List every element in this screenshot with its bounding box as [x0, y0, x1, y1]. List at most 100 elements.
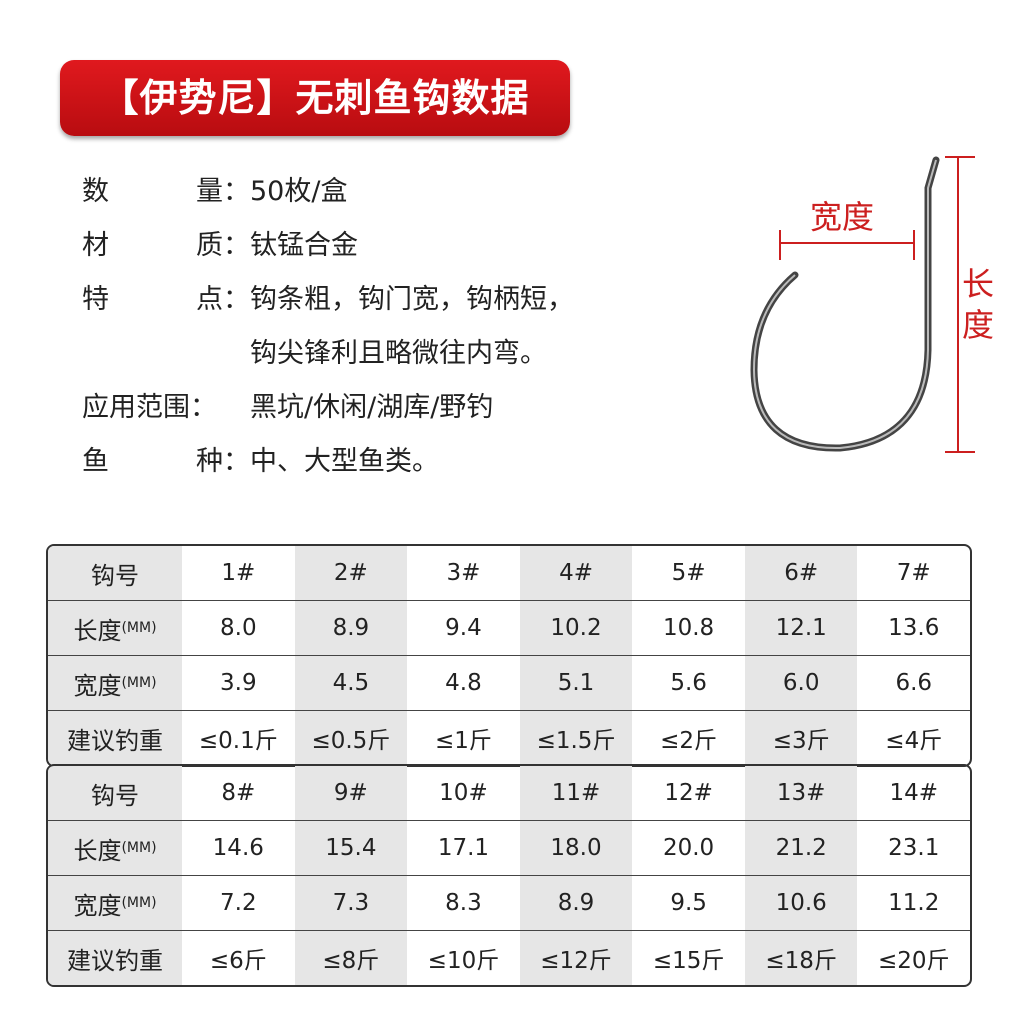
table-cell: 11.2 — [888, 890, 940, 916]
table-cell: 9# — [294, 766, 408, 820]
spec-label-part: 质： — [196, 230, 250, 261]
table-cell: ≤1斤 — [434, 728, 492, 754]
table-cell: 15.4 — [294, 821, 408, 875]
spec-label-part: 材 — [82, 230, 109, 261]
spec-label: 特 点： — [82, 273, 250, 327]
spec-row: 鱼 种： 中、大型鱼类。 — [82, 435, 574, 489]
spec-label: 鱼 种： — [82, 435, 250, 489]
spec-row-continuation: 钩尖锋利且略微往内弯。 — [82, 327, 574, 381]
table-cell: 1# — [221, 560, 256, 586]
table-cell: ≤8斤 — [294, 931, 408, 985]
row-label: 宽度 (MM) — [48, 876, 182, 930]
table-cell: 7.2 — [220, 890, 257, 916]
table-cell: ≤18斤 — [744, 931, 858, 985]
spec-label: 应用范围： — [82, 381, 250, 435]
table-cell: 4# — [519, 546, 633, 600]
spec-label-part: 鱼 — [82, 446, 109, 477]
table-cell: ≤10斤 — [427, 948, 500, 974]
table-row-weight: 建议钓重 ≤6斤 ≤8斤 ≤10斤 ≤12斤 ≤15斤 ≤18斤 ≤20斤 — [48, 930, 970, 985]
spec-value: 钛锰合金 — [250, 230, 358, 261]
table-cell: 4.8 — [445, 670, 482, 696]
table-cell: 3.9 — [220, 670, 257, 696]
row-label: 长度 (MM) — [48, 821, 182, 875]
table-cell: 12# — [664, 780, 713, 806]
row-label: 钩号 — [48, 766, 182, 820]
spec-label: 材 质： — [82, 219, 250, 273]
table-cell: 10.2 — [519, 601, 633, 655]
table-cell: 21.2 — [744, 821, 858, 875]
table-cell: 8.9 — [519, 876, 633, 930]
table-cell: 9.4 — [445, 615, 482, 641]
table-cell: ≤1.5斤 — [519, 711, 633, 765]
row-label: 钩号 — [48, 546, 182, 600]
spec-value: 中、大型鱼类。 — [250, 446, 439, 477]
table-cell: 9.5 — [670, 890, 707, 916]
table-cell: 5.1 — [519, 656, 633, 710]
spec-value: 钩条粗，钩门宽，钩柄短， — [250, 284, 574, 315]
table-cell: 10# — [439, 780, 488, 806]
table-row-width: 宽度 (MM) 3.9 4.5 4.8 5.1 5.6 6.0 6.6 — [48, 655, 970, 710]
table-row-length: 长度 (MM) 14.6 15.4 17.1 18.0 20.0 21.2 23.1 — [48, 820, 970, 875]
spec-label-part: 特 — [82, 284, 109, 315]
table-cell: 13.6 — [888, 615, 940, 641]
table-cell: ≤0.5斤 — [294, 711, 408, 765]
spec-label: 数 量： — [82, 165, 250, 219]
table-cell: ≤3斤 — [744, 711, 858, 765]
table-cell: 8.3 — [445, 890, 482, 916]
spec-label-part: 量： — [196, 176, 250, 207]
spec-row: 应用范围： 黑坑/休闲/湖库/野钓 — [82, 381, 574, 435]
spec-value: 50枚/盒 — [250, 176, 348, 207]
table-row-weight: 建议钓重 ≤0.1斤 ≤0.5斤 ≤1斤 ≤1.5斤 ≤2斤 ≤3斤 ≤4斤 — [48, 710, 970, 765]
row-label: 建议钓重 — [48, 931, 182, 985]
spec-row: 特 点： 钩条粗，钩门宽，钩柄短， — [82, 273, 574, 327]
table-cell: 20.0 — [662, 835, 715, 861]
table-cell: ≤6斤 — [209, 948, 267, 974]
row-label: 宽度 (MM) — [48, 656, 182, 710]
table-cell: 3# — [446, 560, 481, 586]
width-label: 宽度 — [810, 198, 874, 236]
table-row-length: 长度 (MM) 8.0 8.9 9.4 10.2 10.8 12.1 13.6 — [48, 600, 970, 655]
table-cell: ≤4斤 — [885, 728, 943, 754]
table-cell: 5.6 — [670, 670, 707, 696]
table-row-hook: 钩号 8# 9# 10# 11# 12# 13# 14# — [48, 766, 970, 820]
spec-label-part: 种： — [196, 446, 250, 477]
table-cell: 7.3 — [294, 876, 408, 930]
spec-row: 数 量： 50枚/盒 — [82, 165, 574, 219]
table-cell: 7# — [896, 560, 931, 586]
spec-value: 黑坑/休闲/湖库/野钓 — [250, 392, 494, 423]
page-title: 【伊势尼】无刺鱼钩数据 — [60, 60, 570, 136]
table-cell: 23.1 — [888, 835, 940, 861]
table-cell: 17.1 — [437, 835, 490, 861]
table-cell: 6.6 — [895, 670, 933, 696]
table-cell: ≤2斤 — [660, 728, 718, 754]
length-label: 长度 — [962, 265, 994, 344]
table-cell: 12.1 — [744, 601, 858, 655]
table-cell: ≤15斤 — [652, 948, 725, 974]
table-cell: 8.0 — [220, 615, 257, 641]
table-row-width: 宽度 (MM) 7.2 7.3 8.3 8.9 9.5 10.6 11.2 — [48, 875, 970, 930]
table-cell: 18.0 — [519, 821, 633, 875]
spec-table: 钩号 1# 2# 3# 4# 5# 6# 7# 长度 (MM) 8.0 8.9 9.4 10.2 10.8 1… — [46, 544, 972, 767]
table-cell: 8# — [221, 780, 256, 806]
row-label: 长度 (MM) — [48, 601, 182, 655]
table-cell: 6.0 — [744, 656, 858, 710]
table-cell: ≤0.1斤 — [198, 728, 278, 754]
spec-label-part: 点： — [196, 284, 250, 315]
table-cell: 13# — [744, 766, 858, 820]
table-row-hook: 钩号 1# 2# 3# 4# 5# 6# 7# — [48, 546, 970, 600]
row-label: 建议钓重 — [48, 711, 182, 765]
table-cell: 5# — [671, 560, 706, 586]
table-cell: 10.8 — [662, 615, 715, 641]
spec-table: 钩号 8# 9# 10# 11# 12# 13# 14# 长度 (MM) 14.6 15.4 17.1 1… — [46, 764, 972, 987]
spec-label-part: 数 — [82, 176, 109, 207]
spec-label-part: 应用范围： — [82, 392, 217, 423]
spec-row: 材 质： 钛锰合金 — [82, 219, 574, 273]
table-cell: 10.6 — [744, 876, 858, 930]
table-cell: 14.6 — [212, 835, 264, 861]
table-cell: 4.5 — [294, 656, 408, 710]
spec-list: 数 量： 50枚/盒材 质： 钛锰合金特 点： 钩条粗，钩门宽，钩柄短， 钩尖锋利且略微往内弯… — [82, 165, 574, 489]
spec-value: 钩尖锋利且略微往内弯。 — [250, 338, 547, 369]
table-cell: 11# — [519, 766, 633, 820]
hook-diagram: 宽度 长度 — [750, 156, 994, 453]
table-cell: 6# — [744, 546, 858, 600]
